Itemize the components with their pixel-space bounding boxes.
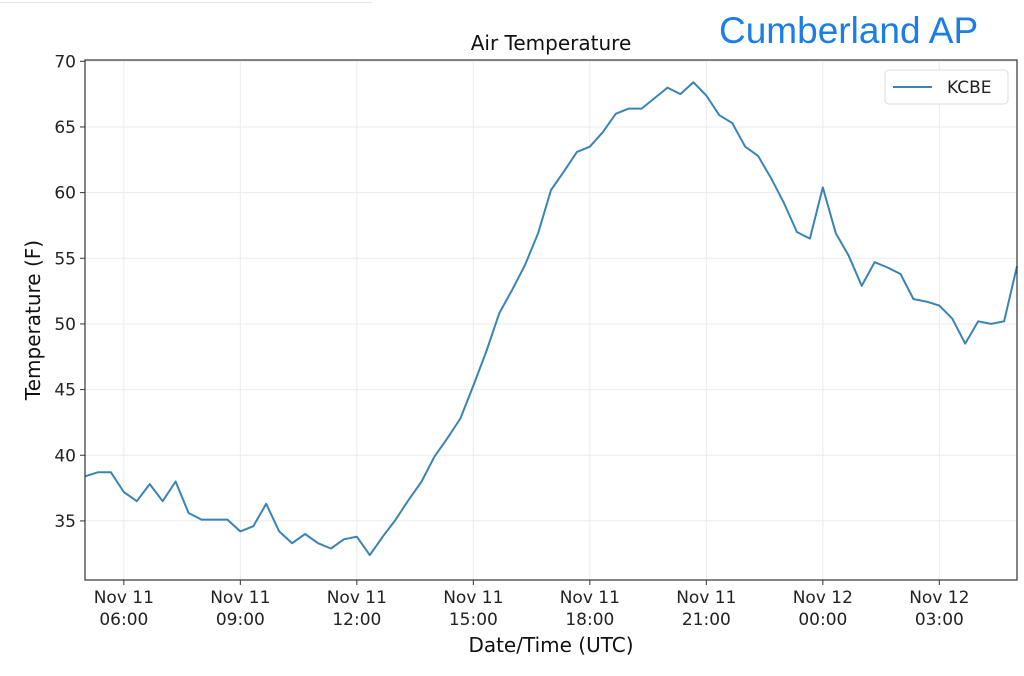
- x-tick-label-date: Nov 12: [909, 588, 969, 608]
- plot-frame: [84, 59, 1018, 581]
- x-tick-label-time: 12:00: [332, 610, 381, 630]
- chart-title: Air Temperature: [471, 31, 632, 55]
- x-tick-label-time: 15:00: [449, 610, 498, 630]
- x-axis-label: Date/Time (UTC): [468, 633, 633, 657]
- x-tick-label-time: 03:00: [915, 610, 964, 630]
- x-tick-label-date: Nov 12: [793, 588, 853, 608]
- y-tick-label: 65: [54, 118, 76, 138]
- station-name: Cumberland AP: [719, 10, 979, 51]
- x-tick-label-date: Nov 11: [560, 588, 620, 608]
- legend-label: KCBE: [947, 78, 992, 98]
- y-axis: 35 40 45 50 55 60 65 70: [54, 52, 85, 532]
- x-tick-label-date: Nov 11: [210, 588, 270, 608]
- x-tick-label-time: 21:00: [682, 610, 731, 630]
- series-lines: [84, 81, 1018, 557]
- x-tick-label-time: 06:00: [99, 610, 148, 630]
- x-tick-label-time: 09:00: [216, 610, 265, 630]
- top-divider: [0, 2, 372, 3]
- y-tick-label: 35: [54, 512, 76, 532]
- x-tick-label-time: 00:00: [798, 610, 847, 630]
- series-line-kcbe: [84, 81, 1018, 557]
- x-tick-label-time: 18:00: [565, 610, 614, 630]
- x-tick-label-date: Nov 11: [443, 588, 503, 608]
- y-axis-label: Temperature (F): [21, 240, 45, 401]
- legend-box: [884, 69, 1009, 105]
- y-tick-label: 50: [54, 315, 76, 335]
- y-tick-label: 40: [54, 446, 76, 466]
- y-tick-label: 70: [54, 52, 76, 72]
- legend: KCBE: [884, 69, 1009, 105]
- x-tick-label-date: Nov 11: [94, 588, 154, 608]
- grid: [85, 60, 1017, 580]
- x-tick-label-date: Nov 11: [676, 588, 736, 608]
- y-tick-label: 60: [54, 184, 76, 204]
- x-tick-label-date: Nov 11: [327, 588, 387, 608]
- y-tick-label: 55: [54, 249, 76, 269]
- y-tick-label: 45: [54, 381, 76, 401]
